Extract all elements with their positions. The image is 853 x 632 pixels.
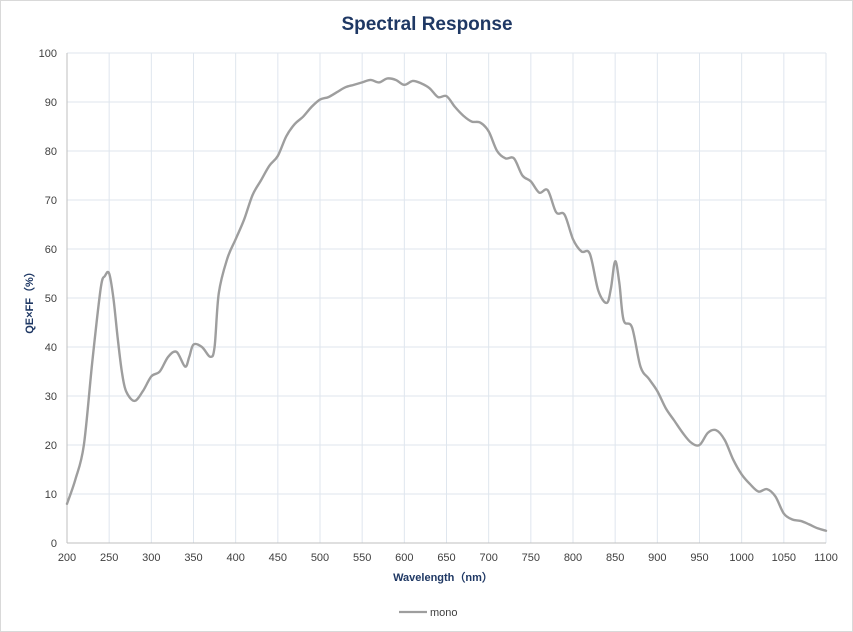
y-tick-label-100: 100: [39, 48, 57, 60]
x-tick-label-200: 200: [58, 552, 76, 564]
x-tick-label-450: 450: [269, 552, 287, 564]
y-tick-label-60: 60: [45, 244, 57, 256]
x-tick-label-950: 950: [690, 552, 708, 564]
x-tick-label-350: 350: [184, 552, 202, 564]
y-axis-title: QE×FF（%）: [23, 266, 36, 334]
y-tick-label-30: 30: [45, 391, 57, 403]
axes: [66, 53, 826, 544]
legend: mono: [399, 607, 458, 619]
x-tick-label-900: 900: [648, 552, 666, 564]
x-tick-label-1100: 1100: [814, 552, 838, 564]
x-axis-title: Wavelength（nm）: [393, 571, 493, 584]
x-tick-label-550: 550: [353, 552, 371, 564]
y-tick-label-40: 40: [45, 342, 57, 354]
legend-label-mono: mono: [430, 607, 458, 619]
x-tick-label-1050: 1050: [772, 552, 796, 564]
y-tick-label-90: 90: [45, 97, 57, 109]
gridlines: [67, 52, 827, 543]
y-tick-label-80: 80: [45, 146, 57, 158]
x-tick-label-800: 800: [564, 552, 582, 564]
x-tick-label-400: 400: [226, 552, 244, 564]
series-layer: [65, 77, 828, 532]
x-tick-label-300: 300: [142, 552, 160, 564]
x-tick-label-500: 500: [311, 552, 329, 564]
x-tick-label-250: 250: [100, 552, 118, 564]
y-tick-label-50: 50: [45, 293, 57, 305]
y-tick-label-0: 0: [51, 538, 57, 550]
x-tick-label-850: 850: [606, 552, 624, 564]
y-tick-label-20: 20: [45, 440, 57, 452]
x-tick-label-750: 750: [522, 552, 540, 564]
series-line-mono: [65, 77, 828, 532]
chart-title: Spectral Response: [341, 14, 512, 35]
y-tick-label-70: 70: [45, 195, 57, 207]
y-tick-labels: 0 10 20 30 40 50 60 70 80 90 100: [39, 48, 57, 550]
y-tick-label-10: 10: [45, 489, 57, 501]
x-tick-label-1000: 1000: [729, 552, 753, 564]
x-tick-label-650: 650: [437, 552, 455, 564]
x-tick-label-600: 600: [395, 552, 413, 564]
x-tick-labels: 200 250 300 350 400 450 500 550 600 650 700 750 800 8…: [58, 552, 838, 564]
x-tick-label-700: 700: [479, 552, 497, 564]
